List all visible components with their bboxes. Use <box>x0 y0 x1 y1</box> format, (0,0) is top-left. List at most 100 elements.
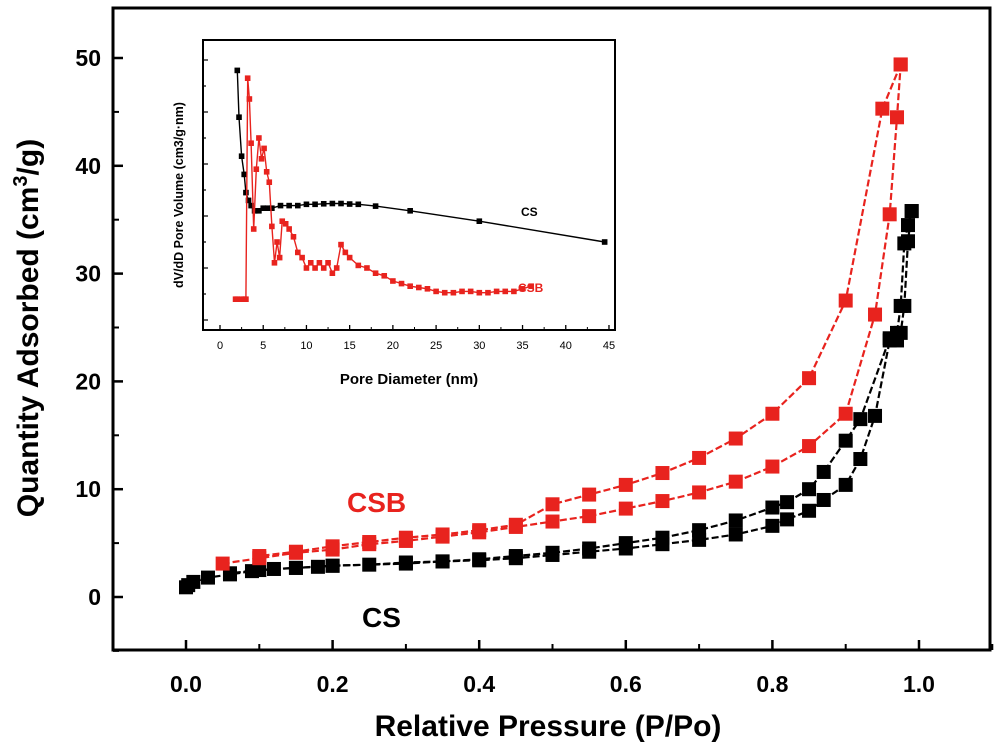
main-data-point <box>882 207 897 222</box>
main-data-point <box>875 101 890 116</box>
main-series-csb-desorption <box>252 57 908 564</box>
main-data-point <box>288 544 303 559</box>
main-data-point <box>582 509 597 524</box>
inset-data-point <box>424 286 431 292</box>
main-data-point <box>618 477 633 492</box>
inset-data-point <box>279 218 286 224</box>
inset-data-point <box>390 278 396 284</box>
inset-data-point <box>294 249 301 256</box>
main-series-group <box>179 57 919 595</box>
inset-data-point <box>303 201 310 208</box>
inset-data-point <box>338 200 344 207</box>
main-data-point <box>802 503 817 518</box>
inset-data-point <box>416 284 422 291</box>
main-data-point <box>398 555 413 570</box>
main-data-point <box>325 558 340 573</box>
inset-data-point <box>243 296 249 302</box>
inset-data-point <box>601 239 608 245</box>
inset-data-point <box>316 260 323 266</box>
inset-csb-annotation: CSB <box>518 281 544 295</box>
inset-data-point <box>234 67 241 74</box>
inset-data-point <box>246 96 253 102</box>
main-series-line <box>222 64 902 565</box>
inset-data-point <box>467 288 474 295</box>
main-y-axis-label: Quantity Adsorbed (cm3/g) <box>10 139 45 517</box>
main-data-point <box>728 431 743 446</box>
inset-data-point <box>398 280 405 287</box>
main-data-point <box>838 406 853 421</box>
main-data-point <box>508 517 523 532</box>
inset-x-tick-label: 5 <box>260 340 266 352</box>
inset-data-point <box>260 205 267 211</box>
main-data-point <box>816 492 831 507</box>
main-x-axis-label: Relative Pressure (P/Po) <box>375 710 722 743</box>
main-data-point <box>868 307 883 322</box>
main-data-point <box>325 539 340 554</box>
inset-data-point <box>276 254 283 261</box>
main-data-point <box>816 464 831 479</box>
main-y-tick-label: 40 <box>75 153 101 179</box>
inset-x-tick-label: 0 <box>217 340 223 352</box>
inset-data-point <box>325 260 331 266</box>
main-data-point <box>435 554 450 569</box>
inset-data-point <box>294 202 301 209</box>
main-data-point <box>780 495 795 510</box>
main-data-point <box>893 57 908 72</box>
main-data-point <box>655 494 670 509</box>
inset-data-point <box>320 265 327 271</box>
inset-data-point <box>286 226 292 232</box>
inset-data-point <box>271 260 278 266</box>
csb-series-annotation: CSB <box>347 487 406 518</box>
main-data-point <box>728 474 743 489</box>
inset-x-tick-label: 20 <box>387 340 399 352</box>
inset-data-point <box>256 135 262 141</box>
main-data-point <box>904 204 919 219</box>
inset-data-point <box>274 239 280 245</box>
main-data-point <box>728 527 743 542</box>
main-data-point <box>288 560 303 575</box>
inset-cs-annotation: CS <box>521 205 538 219</box>
inset-data-point <box>459 288 465 295</box>
main-data-point <box>692 523 707 538</box>
main-data-point <box>802 439 817 454</box>
inset-data-point <box>241 171 248 178</box>
main-x-tick-label: 0.4 <box>463 671 495 697</box>
inset-data-point <box>450 289 457 296</box>
inset-data-point <box>303 265 310 271</box>
inset-data-point <box>407 208 413 214</box>
main-data-point <box>618 501 633 516</box>
main-data-point <box>582 487 597 502</box>
inset-data-point <box>342 249 349 256</box>
main-data-point <box>780 512 795 527</box>
main-data-point <box>618 536 633 551</box>
inset-x-tick-label: 30 <box>473 340 485 352</box>
main-data-point <box>472 552 487 567</box>
inset-data-point <box>250 226 257 232</box>
inset-data-point <box>519 286 526 292</box>
main-data-point <box>853 412 868 427</box>
main-y-tick-label: 10 <box>75 476 101 502</box>
inset-data-point <box>485 289 491 296</box>
main-data-point <box>838 293 853 308</box>
main-data-point <box>692 485 707 500</box>
main-data-point <box>765 500 780 515</box>
inset-data-point <box>261 145 267 152</box>
inset-x-tick-label: 40 <box>560 340 572 352</box>
main-data-point <box>765 518 780 533</box>
inset-data-point <box>238 153 245 159</box>
inset-axis-ticks <box>203 59 610 330</box>
inset-data-point <box>263 169 270 175</box>
main-y-tick-label: 50 <box>75 45 101 71</box>
inset-data-point <box>244 75 251 81</box>
inset-data-point <box>320 200 327 207</box>
main-y-tick-label: 0 <box>88 584 101 610</box>
inset-data-point <box>299 254 305 261</box>
inset-data-point <box>312 265 318 271</box>
inset-data-point <box>282 221 289 227</box>
inset-series-csb <box>232 75 534 302</box>
inset-data-point <box>528 283 534 289</box>
inset-data-point <box>355 201 362 208</box>
inset-data-point <box>433 288 439 295</box>
